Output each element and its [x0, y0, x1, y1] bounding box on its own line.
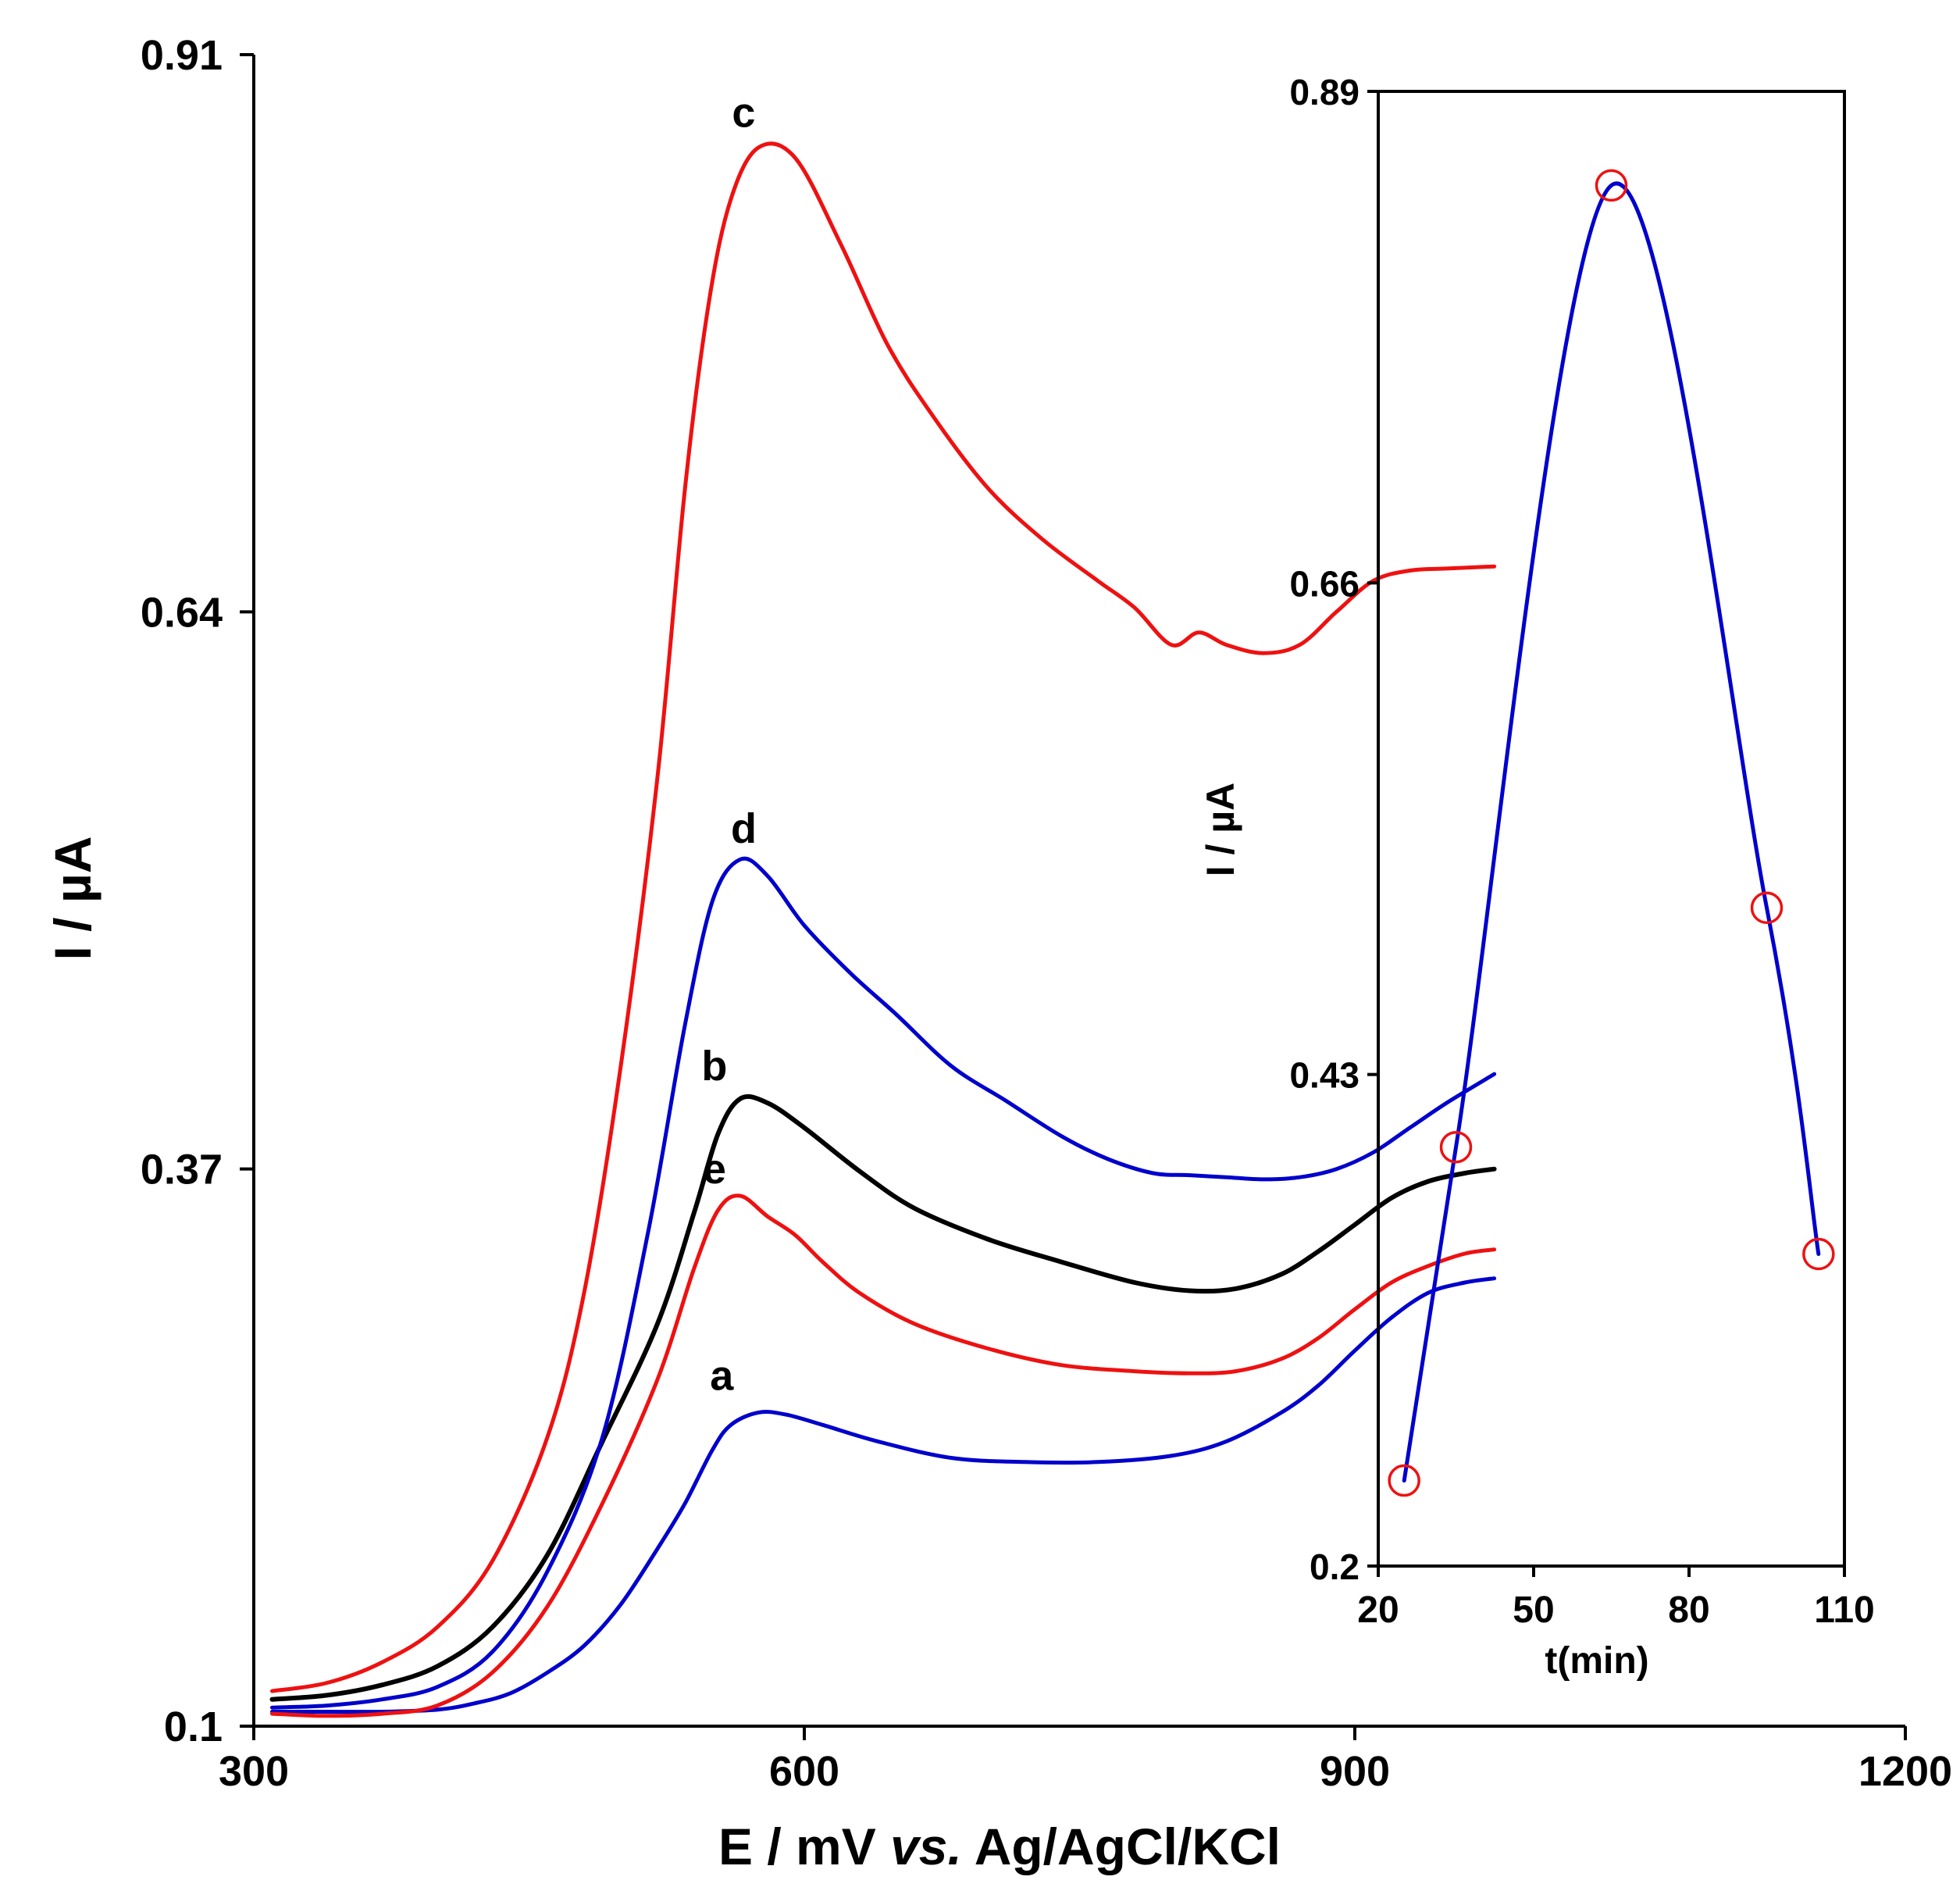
inset-series-line	[1402, 181, 1821, 1483]
inset-x-ticks: 20 50 80 110	[1357, 1566, 1875, 1631]
main-series-line-a	[270, 1276, 1497, 1714]
inset-plot-frame	[1377, 90, 1846, 1568]
inset-x-tick-label: 80	[1668, 1589, 1709, 1631]
inset-data-point	[1439, 1130, 1473, 1164]
main-y-axis-title: I / µA	[44, 836, 102, 960]
inset-data-point	[1802, 1237, 1835, 1271]
main-y-tick-label: 0.91	[141, 32, 223, 79]
main-curves	[269, 141, 1497, 1718]
inset-data-point	[1750, 891, 1784, 924]
inset-x-tick-label: 50	[1513, 1589, 1554, 1631]
curve-label-c: c	[732, 89, 755, 136]
inset-x-tick-label: 20	[1357, 1589, 1399, 1631]
main-x-tick-label: 900	[1320, 1748, 1390, 1795]
inset-y-axis-title: I / µA	[1199, 783, 1242, 876]
main-series-line-c	[270, 141, 1497, 1693]
main-x-title-italic: vs.	[890, 1818, 962, 1875]
inset-x-axis-title: t(min)	[1545, 1640, 1648, 1682]
curve-label-d: d	[731, 805, 757, 852]
inset-y-tick-label: 0.2	[1310, 1547, 1360, 1587]
inset-y-tick-label: 0.89	[1289, 72, 1360, 112]
main-y-tick-label: 0.64	[141, 589, 223, 636]
inset-data-point	[1388, 1464, 1420, 1497]
main-x-axis-title: E / mV vs. Ag/AgCl/KCl	[718, 1818, 1281, 1875]
main-y-tick-label: 0.37	[141, 1147, 223, 1193]
main-x-ticks: 300 600 900 1200	[219, 1726, 1952, 1795]
main-y-ticks: 0.1 0.37 0.64 0.91	[141, 32, 254, 1750]
inset-series	[1388, 169, 1835, 1497]
curve-label-e: e	[703, 1146, 726, 1193]
main-series-line-b	[269, 1093, 1497, 1702]
inset-chart: 20 50 80 110 0.2 0.43 0.66 0.89 t(min) I / µA	[1199, 72, 1875, 1682]
inset-y-tick-label: 0.66	[1289, 563, 1360, 604]
curve-label-b: b	[701, 1043, 727, 1090]
main-curve-labels: a b c d e	[701, 89, 757, 1399]
main-x-tick-label: 300	[219, 1748, 289, 1795]
inset-y-tick-label: 0.43	[1289, 1055, 1360, 1096]
inset-y-ticks: 0.2 0.43 0.66 0.89	[1289, 72, 1378, 1587]
main-chart: a b c d e 300 600 900 1200 0.1 0.37 0.64 0.91 E / …	[44, 32, 1952, 1875]
inset-x-tick-label: 110	[1814, 1589, 1874, 1631]
curve-label-a: a	[710, 1352, 734, 1399]
main-x-title-suffix: Ag/AgCl/KCl	[962, 1818, 1281, 1875]
inset-data-point	[1595, 169, 1628, 202]
main-y-tick-label: 0.1	[164, 1704, 223, 1750]
main-series-line-d	[270, 856, 1497, 1710]
main-x-tick-label: 1200	[1858, 1748, 1952, 1795]
main-series-line-e	[270, 1193, 1497, 1718]
main-x-title-prefix: E / mV	[718, 1818, 890, 1875]
main-x-tick-label: 600	[769, 1748, 839, 1795]
